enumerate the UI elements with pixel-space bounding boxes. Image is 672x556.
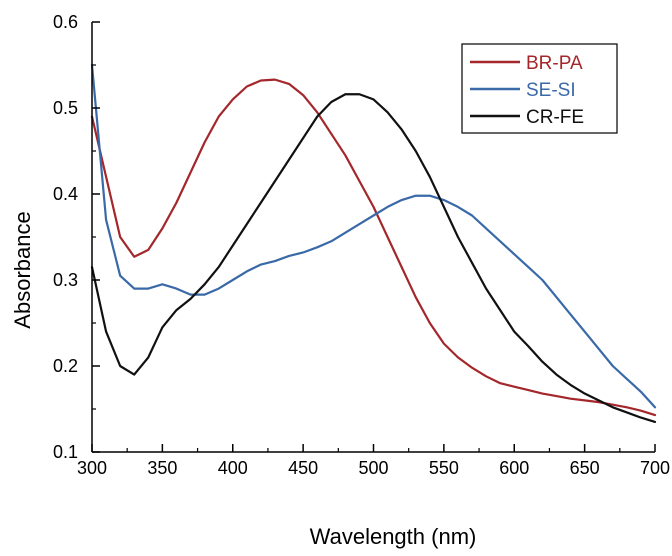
- x-axis-label: Wavelength (nm): [310, 524, 477, 549]
- axis-layer: 300 350 400 450 500 550 600 650 700 0.1 0.2 0.3 0.4 0…: [53, 12, 670, 478]
- x-tick-label: 500: [358, 458, 388, 478]
- x-tick-label: 350: [147, 458, 177, 478]
- x-tick-label: 300: [77, 458, 107, 478]
- x-tick-label: 700: [640, 458, 670, 478]
- series-line-cr-fe: [90, 93, 657, 423]
- y-tick-label: 0.5: [53, 98, 78, 118]
- x-tick-label: 400: [218, 458, 248, 478]
- y-tick-label: 0.4: [53, 184, 78, 204]
- x-tick-label: 550: [429, 458, 459, 478]
- x-tick-label: 650: [570, 458, 600, 478]
- legend-label-se-si: SE-SI: [526, 80, 576, 101]
- legend-label-br-pa: BR-PA: [526, 53, 583, 74]
- x-tick-label: 600: [499, 458, 529, 478]
- legend: BR-PA SE-SI CR-FE: [461, 43, 618, 134]
- series-layer: [90, 63, 657, 423]
- x-tick-label: 450: [288, 458, 318, 478]
- y-tick-label: 0.3: [53, 270, 78, 290]
- y-axis-label: Absorbance: [10, 211, 35, 328]
- series-line-se-si: [90, 63, 657, 409]
- y-tick-label: 0.1: [53, 442, 78, 462]
- y-tick-label: 0.6: [53, 12, 78, 32]
- legend-label-cr-fe: CR-FE: [526, 107, 584, 128]
- y-tick-label: 0.2: [53, 356, 78, 376]
- series-line-br-pa: [90, 78, 657, 417]
